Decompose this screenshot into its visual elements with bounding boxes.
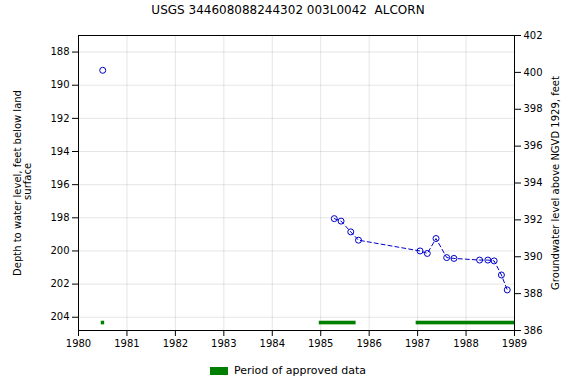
svg-text:1984: 1984 — [260, 338, 285, 349]
svg-text:198: 198 — [50, 212, 69, 223]
svg-text:398: 398 — [524, 103, 543, 114]
svg-text:400: 400 — [524, 67, 543, 78]
svg-text:1989: 1989 — [502, 338, 527, 349]
svg-text:190: 190 — [50, 79, 69, 90]
svg-text:204: 204 — [50, 311, 69, 322]
svg-text:1986: 1986 — [356, 338, 381, 349]
svg-text:392: 392 — [524, 214, 543, 225]
svg-text:Depth to water level, feet bel: Depth to water level, feet below land su… — [12, 90, 33, 276]
svg-text:1980: 1980 — [66, 338, 91, 349]
svg-text:194: 194 — [50, 146, 69, 157]
svg-text:200: 200 — [50, 245, 69, 256]
svg-text:1981: 1981 — [114, 338, 139, 349]
svg-text:Groundwater level above NGVD 1: Groundwater level above NGVD 1929, feet — [550, 76, 561, 290]
svg-text:196: 196 — [50, 179, 69, 190]
svg-text:1982: 1982 — [163, 338, 188, 349]
svg-text:388: 388 — [524, 288, 543, 299]
html-text:Period of approved data: Period of approved data — [233, 364, 367, 377]
svg-text:390: 390 — [524, 251, 543, 262]
svg-text:202: 202 — [50, 278, 69, 289]
svg-text:1985: 1985 — [308, 338, 333, 349]
svg-text:188: 188 — [50, 46, 69, 57]
svg-text:386: 386 — [524, 325, 543, 336]
svg-text:1988: 1988 — [453, 338, 478, 349]
svg-text:1987: 1987 — [405, 338, 430, 349]
svg-text:192: 192 — [50, 113, 69, 124]
svg-text:1983: 1983 — [211, 338, 236, 349]
svg-text:396: 396 — [524, 140, 543, 151]
svg-text:394: 394 — [524, 177, 543, 188]
html-text:USGS 344608088244302 003L0042: USGS 344608088244302 003L0042 ALCORN — [151, 3, 425, 17]
svg-text:402: 402 — [524, 30, 543, 41]
